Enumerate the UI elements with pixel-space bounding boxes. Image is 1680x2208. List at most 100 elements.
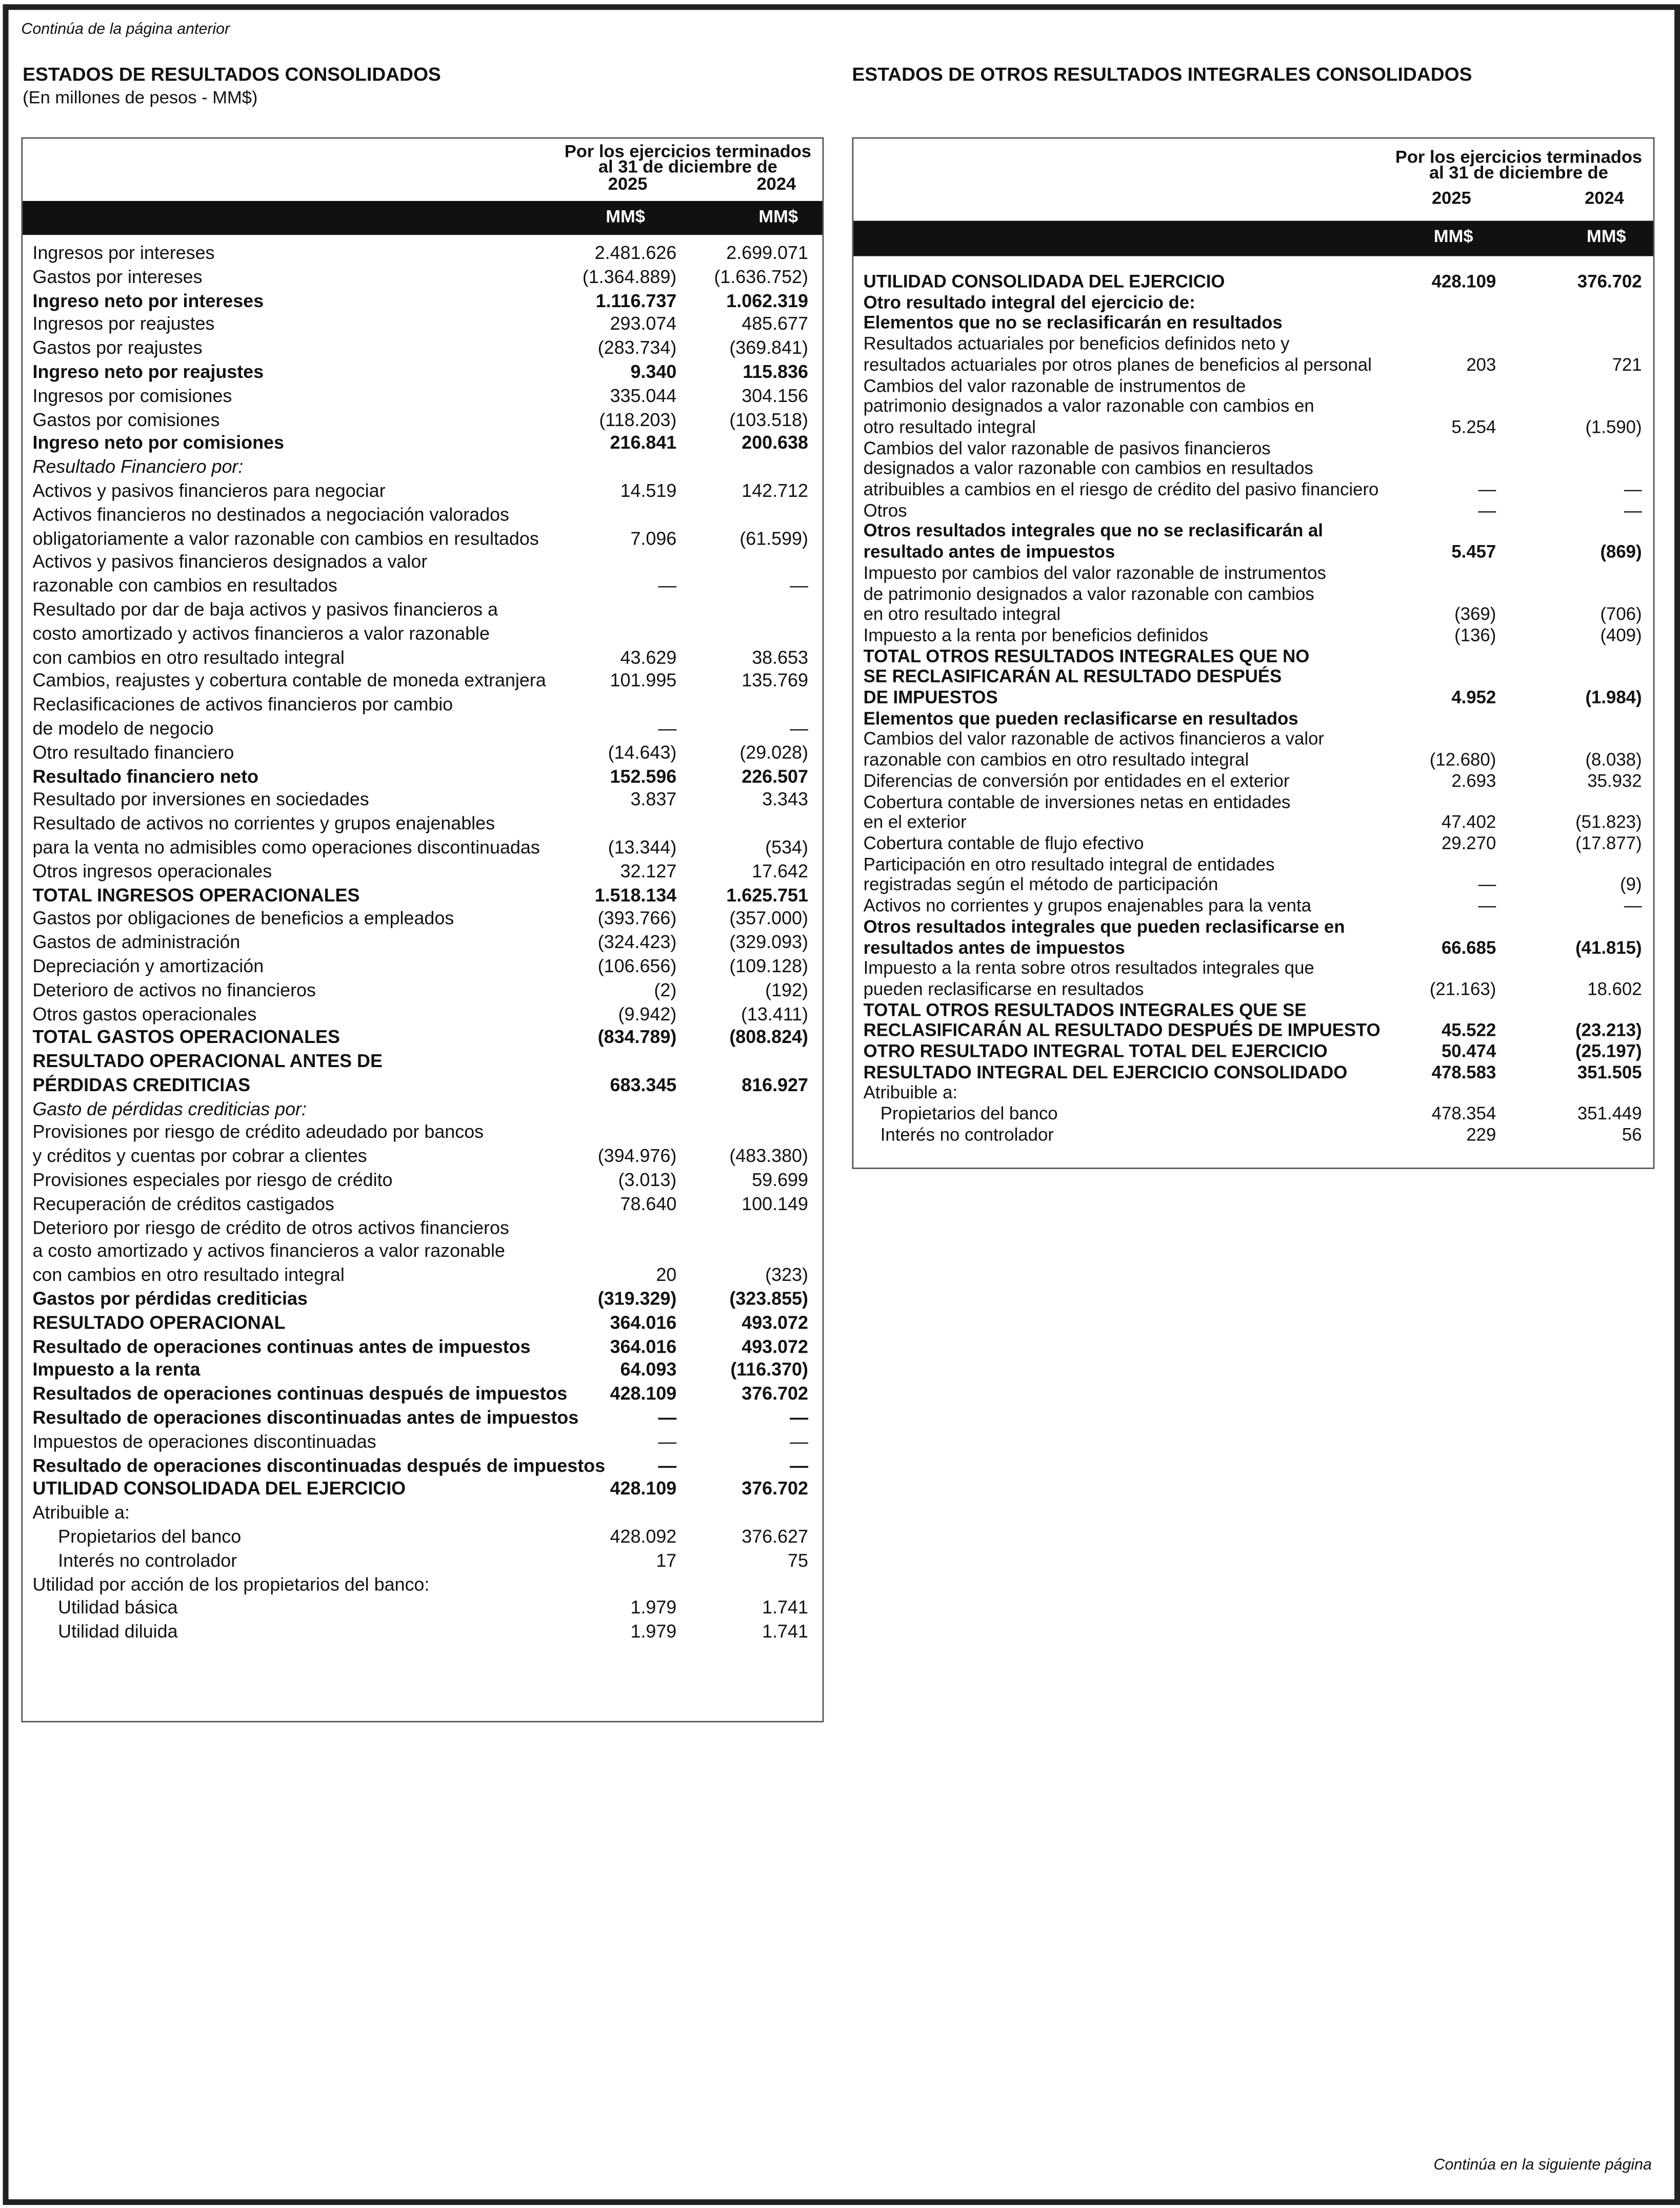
year-2024: 2024 [1585,188,1624,208]
table-row: Gastos por reajustes (283.734) (369.841) [32,337,811,360]
value-2025: 2.481.626 [594,242,677,264]
value-2025: 5.457 [1451,542,1496,563]
value-2024: 1.062.319 [726,289,808,311]
row-label: en otro resultado integral [863,605,1061,625]
row-label: Resultado por dar de baja activos y pasi… [32,598,498,620]
value-2024: 135.769 [742,670,808,691]
table-row: Elementos que no se reclasificarán en re… [864,313,1642,334]
value-2024: (61.599) [739,527,808,549]
value-2025: (319.329) [597,1288,677,1310]
value-2024: 38.653 [752,646,808,668]
value-2024: (369.841) [729,337,808,358]
table-row: Provisiones por riesgo de crédito adeuda… [32,1121,811,1169]
row-label: Impuesto a la renta [32,1359,201,1381]
table-row: TOTAL OTROS RESULTADOS INTEGRALES QUE SE… [864,1000,1642,1041]
value-2024: 115.836 [743,360,808,383]
row-label: RECLASIFICARÁN AL RESULTADO DESPUÉS DE I… [863,1020,1381,1041]
row-label: Cambios, reajustes y cobertura contable … [32,670,546,691]
value-2025: 20 [656,1264,677,1286]
row-label: Otros resultados integrales que no se re… [863,521,1323,541]
value-2025: (9.942) [618,1002,677,1024]
table-row: Impuesto a la renta 64.093 (116.370) [32,1359,811,1383]
table-row: Elementos que pueden reclasificarse en r… [864,709,1642,730]
value-2024: — [790,1430,808,1452]
value-2025: 78.640 [620,1193,677,1214]
value-2024: (534) [765,836,808,858]
value-2024: (17.877) [1575,833,1642,854]
oci-rows: UTILIDAD CONSOLIDADA DEL EJERCICIO 428.10… [864,272,1642,1146]
table-row: Participación en otro resultado integral… [864,854,1642,896]
row-label: Otros [863,500,907,520]
value-2025: (393.766) [597,908,677,929]
row-label: Gastos de administración [32,931,241,953]
table-row: Ingresos por intereses 2.481.626 2.699.071 [32,242,811,266]
row-label: de modelo de negocio [32,717,214,739]
row-label: Resultado de operaciones discontinuadas … [32,1454,606,1476]
table-row: Gastos por comisiones (118.203) (103.518) [32,408,811,432]
value-2025: 64.093 [620,1359,677,1381]
continued-next-note: Continúa en la siguiente página [1433,2157,1652,2174]
value-2025: — [658,1454,677,1476]
row-label: Resultado financiero neto [32,765,259,787]
value-2024: 100.149 [742,1193,808,1214]
table-row: Utilidad diluida 1.979 1.741 [32,1621,811,1644]
table-row: Gasto de pérdidas crediticias por: [32,1098,811,1121]
row-label: RESULTADO OPERACIONAL ANTES DE [32,1050,383,1072]
value-2025: 683.345 [610,1074,677,1095]
value-2025: (118.203) [599,408,677,430]
row-label: con cambios en otro resultado integral [32,646,345,668]
value-2024: (192) [765,979,808,1000]
value-2025: 229 [1466,1125,1496,1145]
row-label: Utilidad por acción de los propietarios … [32,1573,430,1595]
row-label: TOTAL INGRESOS OPERACIONALES [32,884,360,906]
value-2025: 216.841 [610,432,677,454]
row-label: Resultado por inversiones en sociedades [32,789,369,810]
table-row: Provisiones especiales por riesgo de cré… [32,1169,811,1193]
row-label: Resultados de operaciones continuas desp… [32,1383,568,1404]
value-2025: 9.340 [630,360,677,383]
value-2025: (12.680) [1429,750,1496,770]
value-2025: — [1478,896,1496,916]
row-label: a costo amortizado y activos financieros… [32,1240,505,1262]
table-row: Atribuible a: [864,1083,1642,1105]
value-2024: — [1624,479,1642,500]
row-label: Otros gastos operacionales [32,1002,257,1024]
table-row: RESULTADO OPERACIONAL 364.016 493.072 [32,1312,811,1335]
row-label: TOTAL GASTOS OPERACIONALES [32,1026,340,1048]
row-label: DE IMPUESTOS [863,688,998,708]
table-row: UTILIDAD CONSOLIDADA DEL EJERCICIO 428.10… [32,1478,811,1502]
table-row: Impuesto por cambios del valor razonable… [864,563,1642,626]
row-label: Provisiones por riesgo de crédito adeuda… [32,1121,484,1143]
value-2024: 485.677 [742,313,808,335]
income-rows: Ingresos por intereses 2.481.626 2.699.071… [32,242,811,1644]
row-label: Impuesto a la renta sobre otros resultad… [863,958,1314,978]
table-row: Cambios del valor razonable de instrumen… [864,376,1642,438]
value-2025: 1.116.737 [595,289,677,311]
value-2024: 493.072 [742,1335,808,1357]
table-row: Activos no corrientes y grupos enajenabl… [864,896,1642,917]
year-2024: 2024 [756,174,796,194]
table-row: Resultados actuariales por beneficios de… [864,334,1642,376]
table-row: Interés no controlador 229 56 [864,1125,1642,1146]
value-2025: 428.109 [610,1383,677,1404]
table-row: Deterioro de activos no financieros (2) (1… [32,979,811,1002]
row-label: designados a valor razonable con cambios… [863,459,1313,479]
value-2025: 1.979 [630,1620,677,1642]
table-row: TOTAL OTROS RESULTADOS INTEGRALES QUE NO… [864,646,1642,709]
row-label: Participación en otro resultado integral… [863,854,1275,874]
table-row: Gastos por intereses (1.364.889) (1.636.75… [32,266,811,289]
table-row: Atribuible a: [32,1502,811,1525]
table-row: Gastos por obligaciones de beneficios a … [32,908,811,931]
row-label: Ingresos por reajustes [32,313,215,335]
value-2025: — [658,1430,677,1452]
row-label: RESULTADO OPERACIONAL [32,1312,286,1333]
table-row: UTILIDAD CONSOLIDADA DEL EJERCICIO 428.10… [864,272,1642,293]
value-2024: 376.702 [742,1383,808,1404]
row-label: registradas según el método de participa… [863,875,1218,895]
table-row: Gastos por pérdidas crediticias (319.329)… [32,1288,811,1312]
table-row: Ingreso neto por intereses 1.116.737 1.062… [32,290,811,313]
table-row: Diferencias de conversión por entidades … [864,771,1642,792]
value-2024: 56 [1622,1125,1642,1145]
table-row: Otros ingresos operacionales 32.127 17.642 [32,860,811,884]
table-row: Otros — — [864,500,1642,521]
